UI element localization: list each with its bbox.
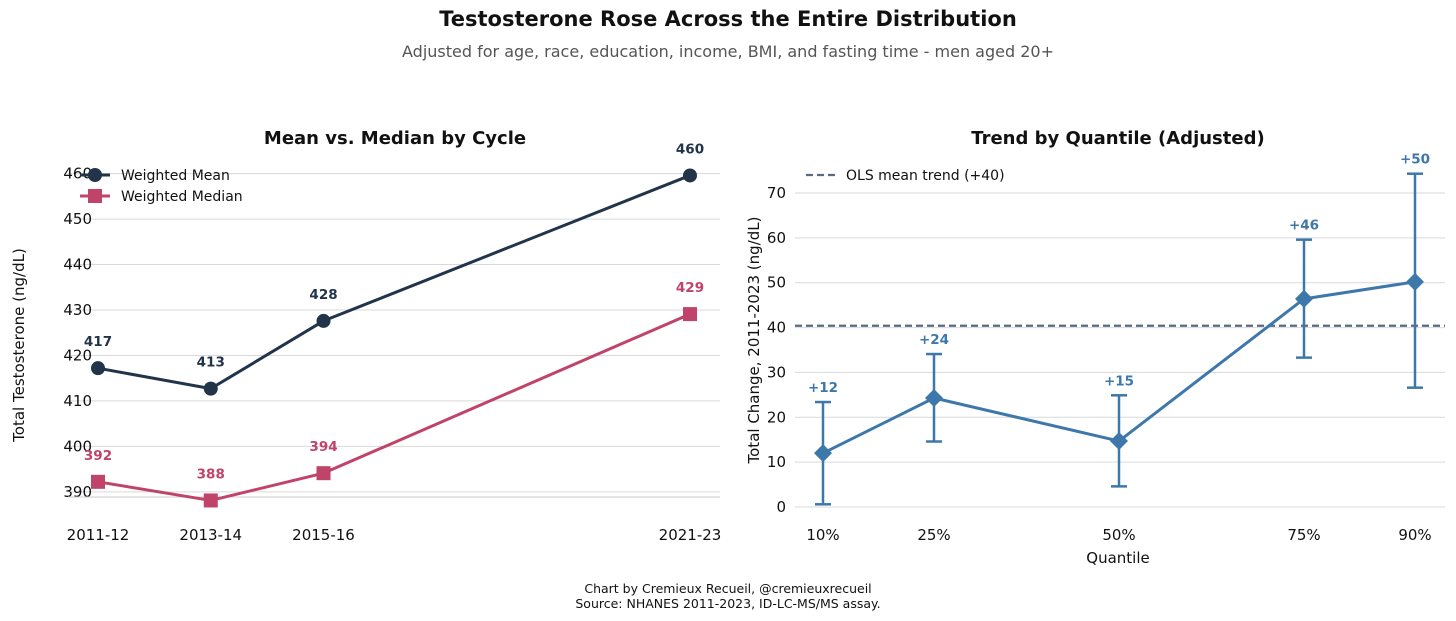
right-y-tick-label: 30 bbox=[767, 363, 786, 381]
left-series-1-point bbox=[316, 466, 331, 481]
left-y-tick-label: 410 bbox=[63, 392, 92, 410]
right-x-tick-label: 25% bbox=[917, 526, 950, 544]
left-series-0-data-label: 460 bbox=[676, 141, 704, 157]
right-legend-label: OLS mean trend (+40) bbox=[846, 168, 1005, 184]
right-series-point bbox=[1110, 432, 1128, 451]
left-series-1-data-label: 429 bbox=[676, 280, 704, 296]
left-y-tick-label: 440 bbox=[63, 256, 92, 274]
right-x-axis-label: Quantile bbox=[1086, 549, 1149, 567]
left-y-tick-label: 430 bbox=[63, 301, 92, 319]
footer-source: Source: NHANES 2011-2023, ID-LC-MS/MS as… bbox=[575, 596, 881, 611]
right-y-tick-label: 0 bbox=[776, 498, 786, 516]
left-legend-label-1: Weighted Median bbox=[121, 189, 243, 205]
right-y-tick-label: 20 bbox=[767, 408, 786, 426]
left-series-0-data-label: 417 bbox=[84, 334, 112, 350]
left-y-tick-label: 420 bbox=[63, 346, 92, 364]
right-panel-title: Trend by Quantile (Adjusted) bbox=[971, 128, 1264, 149]
right-y-tick-label: 50 bbox=[767, 274, 786, 292]
right-series-data-label: +24 bbox=[919, 332, 949, 348]
right-series-data-label: +15 bbox=[1104, 373, 1134, 389]
footer-credit: Chart by Cremieux Recueil, @cremieuxrecu… bbox=[584, 581, 872, 596]
left-panel-title: Mean vs. Median by Cycle bbox=[264, 128, 526, 149]
left-y-tick-label: 400 bbox=[63, 437, 92, 455]
left-series-0-point bbox=[316, 313, 331, 328]
left-series-line-1 bbox=[97, 312, 691, 502]
left-series-0-point bbox=[203, 381, 218, 396]
left-series-1-point bbox=[203, 493, 218, 508]
right-series-point bbox=[814, 444, 832, 463]
left-series-0-data-label: 413 bbox=[197, 355, 225, 371]
left-y-tick-label: 450 bbox=[63, 210, 92, 228]
right-series-data-label: +46 bbox=[1289, 218, 1319, 234]
left-series-1-data-label: 392 bbox=[84, 448, 112, 464]
left-series-0-point bbox=[91, 361, 105, 376]
right-y-axis-label: Total Change, 2011-2023 (ng/dL) bbox=[745, 217, 763, 465]
left-series-line-0 bbox=[97, 174, 691, 391]
left-x-tick-label: 2013-14 bbox=[179, 526, 242, 544]
right-series-data-label: +50 bbox=[1400, 152, 1430, 168]
right-x-tick-label: 50% bbox=[1102, 526, 1135, 544]
left-series-0-point bbox=[683, 168, 697, 183]
left-series-1-point bbox=[91, 474, 105, 489]
left-series-1-data-label: 394 bbox=[309, 439, 337, 455]
left-x-tick-label: 2011-12 bbox=[67, 526, 130, 544]
right-series-data-label: +12 bbox=[808, 380, 838, 396]
left-legend-marker-1 bbox=[88, 189, 102, 203]
left-legend-marker-0 bbox=[88, 168, 102, 182]
right-series-point bbox=[1406, 272, 1424, 291]
left-y-axis-label: Total Testosterone (ng/dL) bbox=[10, 248, 28, 443]
left-series-0-data-label: 428 bbox=[309, 287, 337, 303]
right-y-tick-label: 60 bbox=[767, 229, 786, 247]
right-x-tick-label: 10% bbox=[806, 526, 839, 544]
left-y-tick-label: 390 bbox=[63, 483, 92, 501]
left-series-1-point bbox=[683, 307, 697, 322]
chart-subtitle: Adjusted for age, race, education, incom… bbox=[402, 42, 1054, 61]
left-x-tick-label: 2021-23 bbox=[659, 526, 722, 544]
right-x-tick-label: 90% bbox=[1398, 526, 1431, 544]
right-series-point bbox=[925, 388, 943, 407]
left-y-tick-label: 460 bbox=[63, 165, 92, 183]
left-x-tick-label: 2015-16 bbox=[292, 526, 355, 544]
right-y-tick-label: 70 bbox=[767, 184, 786, 202]
left-legend-label-0: Weighted Mean bbox=[121, 168, 230, 184]
chart-footer: Chart by Cremieux Recueil, @cremieuxrecu… bbox=[0, 581, 1456, 611]
right-series-point bbox=[1295, 289, 1313, 308]
left-series-1-data-label: 388 bbox=[197, 466, 225, 482]
right-y-tick-label: 40 bbox=[767, 319, 786, 337]
chart-main-title: Testosterone Rose Across the Entire Dist… bbox=[439, 7, 1017, 31]
right-x-tick-label: 75% bbox=[1287, 526, 1320, 544]
right-y-tick-label: 10 bbox=[767, 453, 786, 471]
